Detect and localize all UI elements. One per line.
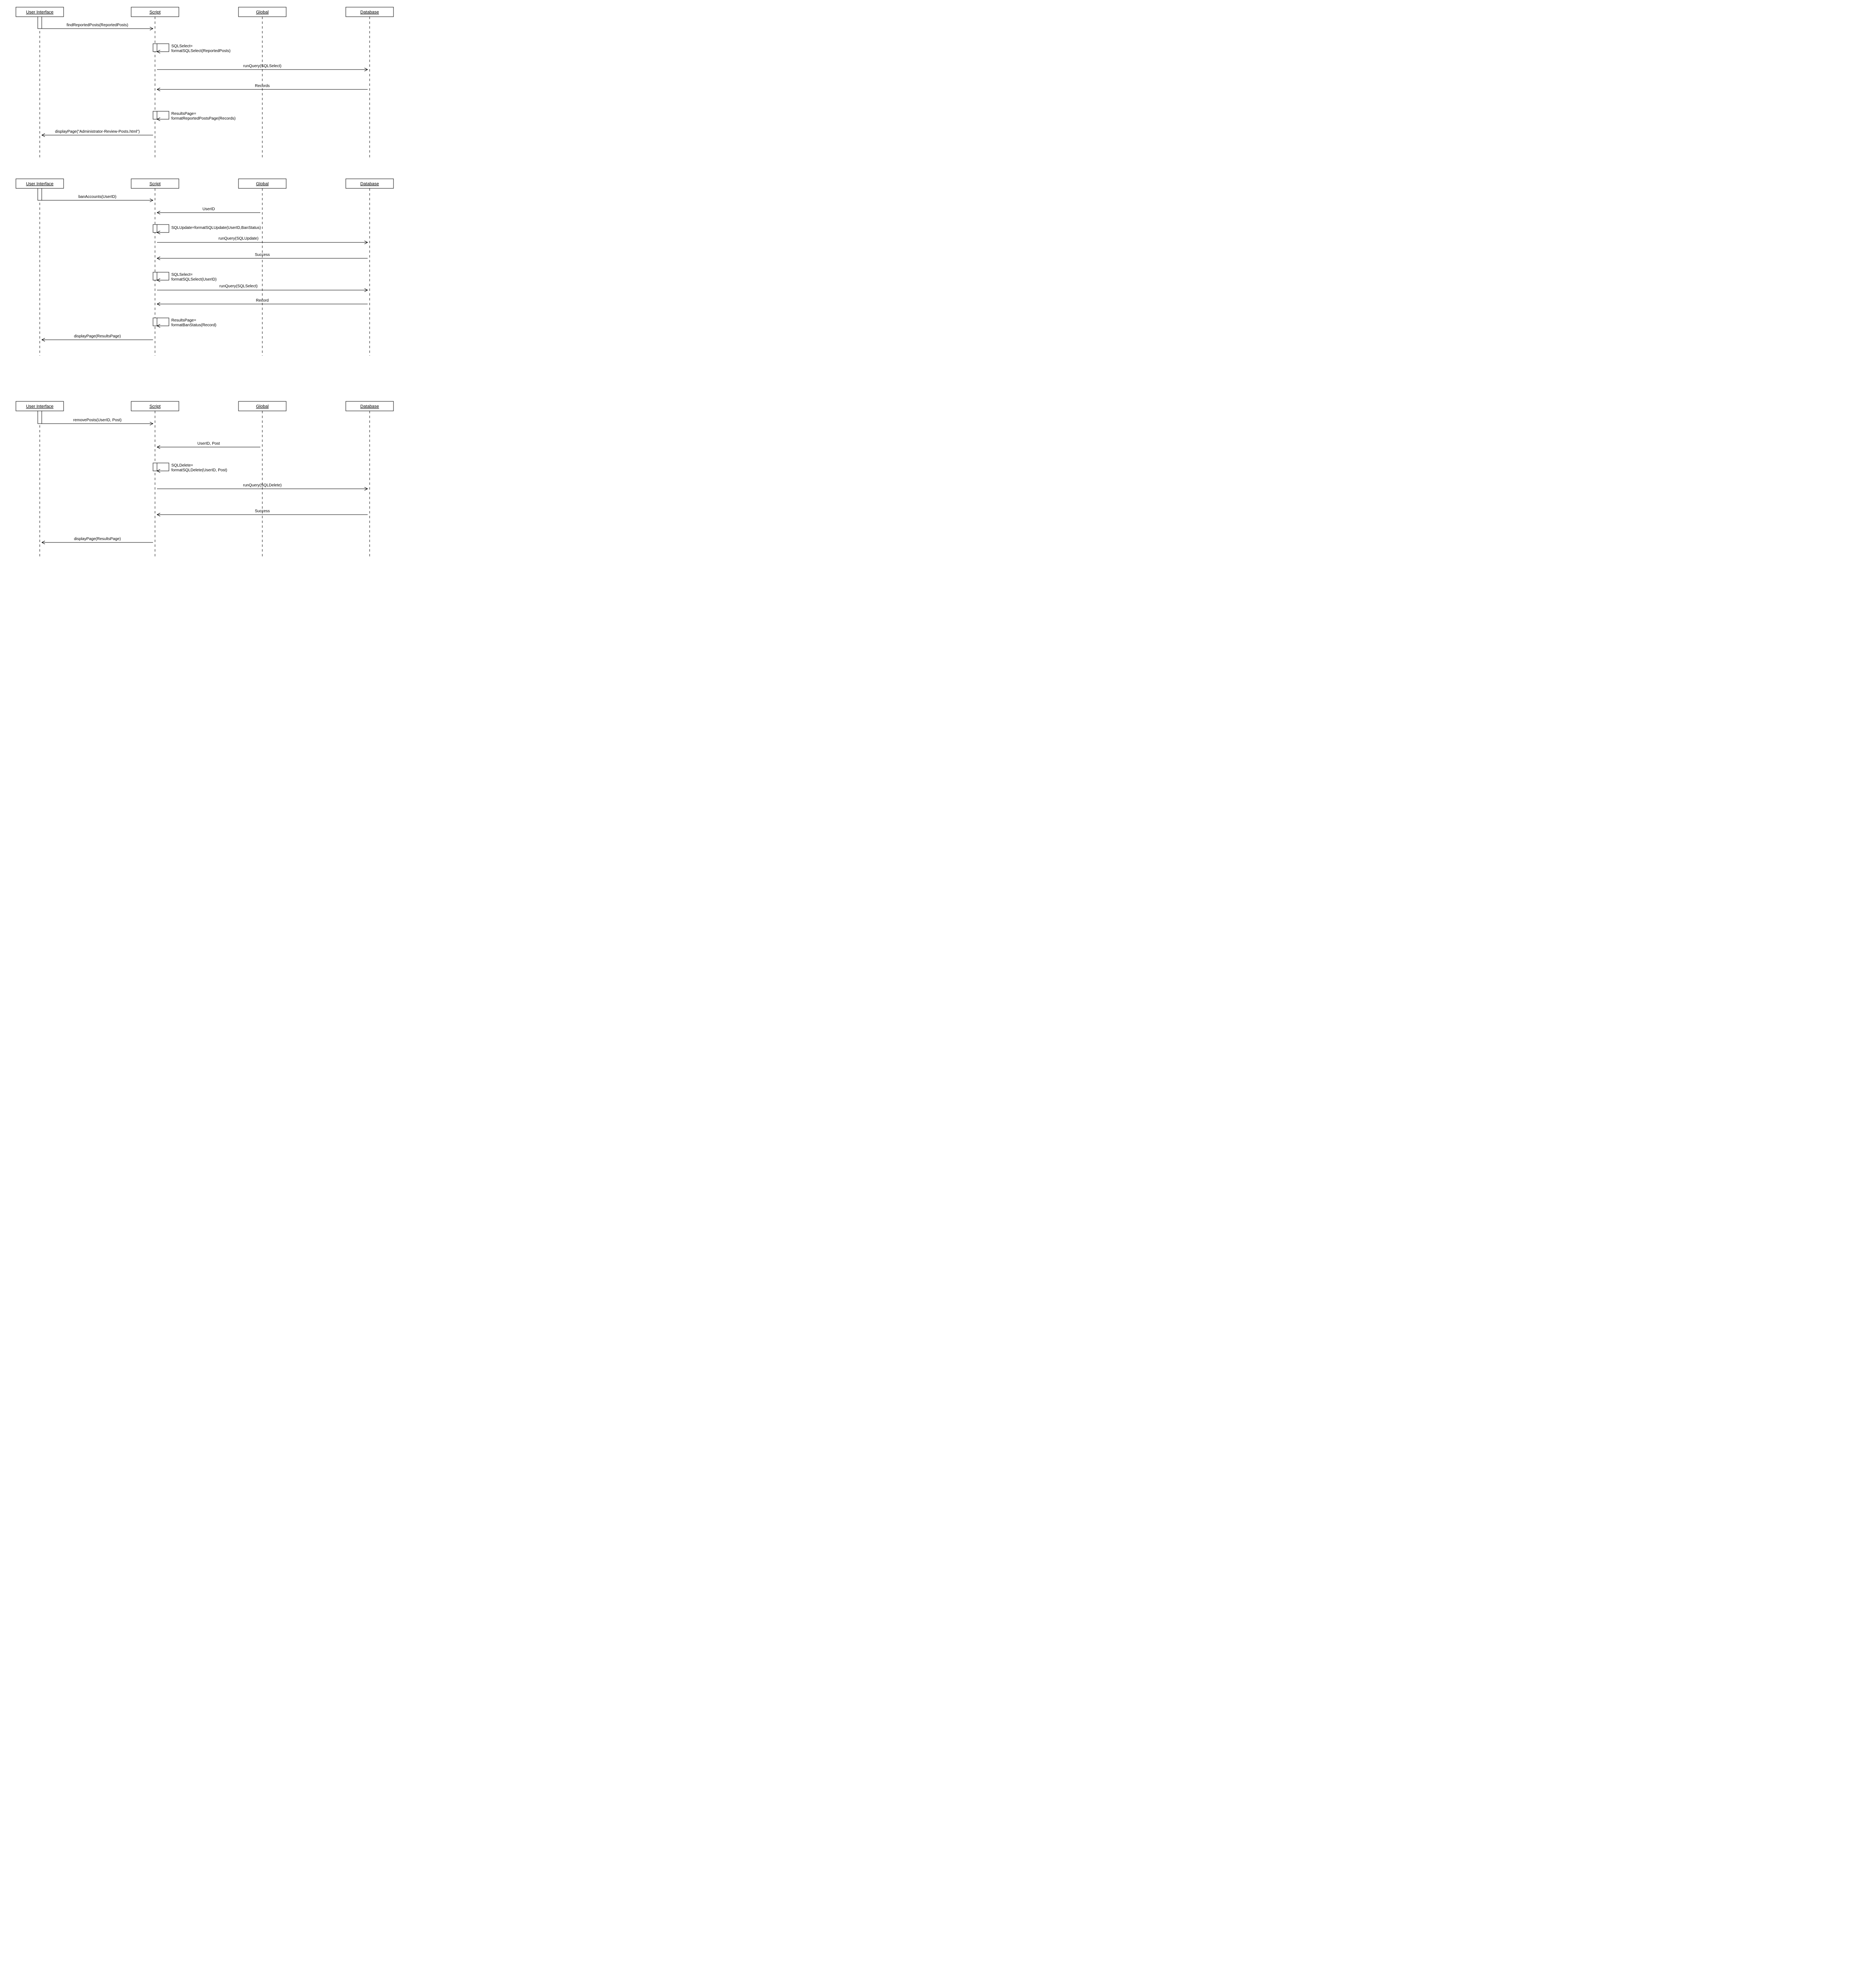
activation-bar — [153, 111, 157, 119]
activation-bar — [38, 411, 42, 424]
message-label: formatSQLSelect(ReportedPosts) — [171, 49, 231, 53]
participant-label-script: Script — [149, 404, 161, 409]
participant-label-global: Global — [256, 182, 269, 186]
message-label: runQuery(SQLSelect) — [219, 284, 258, 289]
participant-label-db: Database — [360, 404, 379, 409]
self-message — [157, 318, 169, 326]
message-label: displayPage(ResultsPage) — [74, 334, 121, 339]
activation-bar — [153, 225, 157, 232]
message-label: UserID — [202, 207, 215, 211]
message-label: formatSQLSelect(UserID) — [171, 277, 217, 282]
message-label: SQLDelete= — [171, 463, 193, 468]
participant-label-db: Database — [360, 182, 379, 186]
self-message — [157, 272, 169, 280]
participant-label-ui: User Interface — [26, 10, 53, 15]
participant-label-ui: User Interface — [26, 182, 53, 186]
activation-bar — [153, 463, 157, 471]
message-label: Success — [255, 509, 270, 513]
message-label: Record — [256, 298, 269, 303]
activation-bar — [153, 318, 157, 326]
self-message — [157, 225, 169, 232]
message-label: runQuery(SQLSelect) — [243, 64, 281, 68]
message-label: SQLSelect= — [171, 273, 193, 277]
message-label: runQuery(SQLUpdate) — [219, 236, 259, 241]
participant-label-script: Script — [149, 10, 161, 15]
message-label: Success — [255, 253, 270, 257]
participant-label-script: Script — [149, 182, 161, 186]
participant-label-db: Database — [360, 10, 379, 15]
message-label: SQLUpdate=formatSQLUpdate(UserID,BanStat… — [171, 226, 261, 230]
activation-bar — [38, 188, 42, 200]
message-label: formatSQLDelete(UserID, Post) — [171, 468, 227, 473]
message-label: findReportedPosts(ReportedPosts) — [66, 23, 128, 27]
message-label: removePosts(UserID, Post) — [73, 418, 122, 422]
self-message — [157, 463, 169, 471]
message-label: ResultsPage= — [171, 318, 196, 323]
activation-bar — [38, 17, 42, 29]
participant-label-ui: User Interface — [26, 404, 53, 409]
self-message — [157, 44, 169, 52]
message-label: displayPage("Administrator-Review-Posts.… — [55, 130, 140, 134]
message-label: ResultsPage= — [171, 112, 196, 116]
message-label: runQuery(SQLDelete) — [243, 483, 281, 488]
activation-bar — [153, 44, 157, 52]
message-label: banAccounts(UserID) — [78, 195, 116, 199]
participant-label-global: Global — [256, 10, 269, 15]
sequence-diagrams-canvas: User Interface Script Global Database findRe… — [0, 0, 413, 568]
activation-bar — [153, 272, 157, 280]
message-label: Records — [255, 84, 269, 88]
message-label: displayPage(ResultsPage) — [74, 537, 121, 541]
participant-label-global: Global — [256, 404, 269, 409]
self-message — [157, 111, 169, 119]
message-label: formatBanStatus(Record) — [171, 323, 216, 327]
message-label: formatReportedPostsPage(Records) — [171, 116, 236, 121]
message-label: UserID, Post — [198, 442, 220, 446]
message-label: SQLSelect= — [171, 44, 193, 48]
